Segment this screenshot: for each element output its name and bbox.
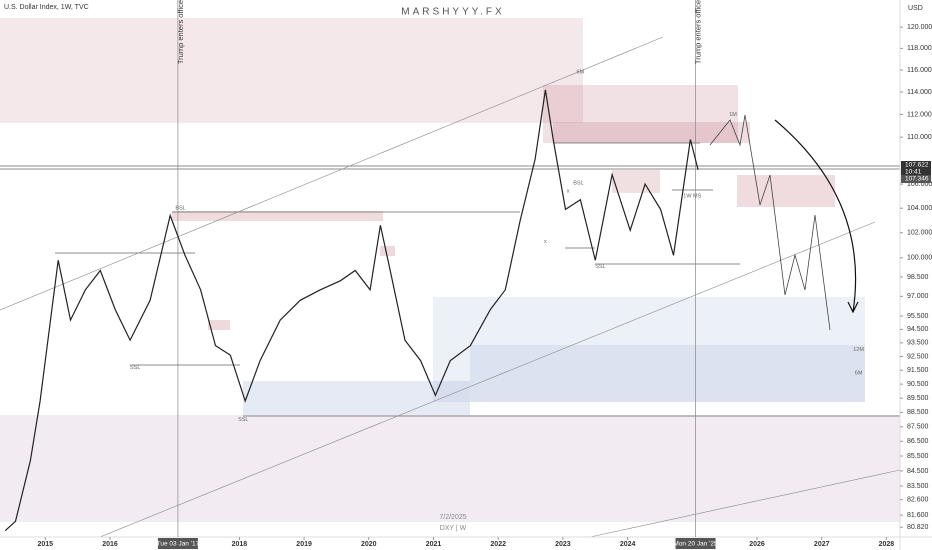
x-tick-label: 2016 (102, 541, 118, 548)
trend-line (99, 221, 876, 538)
annotation: BSL (573, 180, 583, 186)
event-label: Trump enters office (694, 0, 703, 64)
annotation: 1W MS (683, 194, 701, 200)
projection-arrow (774, 119, 859, 314)
annotation: BSL (175, 206, 185, 212)
y-tick-label: 81.600 (907, 512, 929, 519)
x-tick-label: 2020 (361, 541, 377, 548)
y-tick-label: 114.000 (907, 89, 932, 96)
annotation: 1M (729, 112, 737, 118)
y-tick-label: 84.500 (907, 468, 929, 475)
date-label: Tue 03 Jan '17 (157, 541, 200, 548)
x-tick-label: 2024 (620, 541, 636, 548)
annotation: SSL (238, 417, 248, 423)
date-label: Mon 20 Jan '25 (673, 541, 718, 548)
zone (737, 175, 835, 207)
y-tick-label: 89.500 (907, 395, 929, 402)
zone (433, 297, 865, 402)
y-tick-label: 104.000 (907, 205, 932, 212)
x-tick-label: 2018 (232, 541, 248, 548)
y-tick-label: 80.820 (907, 524, 929, 531)
y-tick-label: 110.000 (907, 134, 932, 141)
x-tick-label: 2028 (879, 541, 895, 548)
currency: USD (908, 5, 923, 12)
price-tag: 10:41 (905, 169, 922, 176)
zone (0, 415, 900, 522)
zone (470, 345, 865, 402)
annotation: SSL (130, 365, 140, 371)
annotation: x (567, 189, 570, 195)
x-tick-label: 2026 (749, 541, 765, 548)
price-line (4, 89, 699, 532)
event-label: Trump enters office (176, 0, 185, 64)
projection (709, 114, 831, 331)
x-tick-label: 2019 (296, 541, 312, 548)
y-tick-label: 83.500 (907, 483, 929, 490)
price-tag-bg (901, 175, 931, 183)
y-tick-label: 118.000 (907, 45, 932, 52)
trend-line (589, 469, 901, 538)
y-tick-label: 92.500 (907, 353, 929, 360)
x-tick-label: 2022 (490, 541, 506, 548)
y-tick-label: 102.000 (907, 230, 932, 237)
y-tick-label: 97.000 (907, 293, 929, 300)
y-tick-label: 90.500 (907, 381, 929, 388)
annotation: SSL (595, 264, 605, 270)
y-tick-label: 116.000 (907, 67, 932, 74)
y-tick-label: 98.500 (907, 274, 929, 281)
y-tick-label: 120.000 (907, 24, 932, 31)
annotation: x (544, 239, 547, 245)
price-tag: 107.346 (905, 176, 929, 183)
zones (0, 18, 901, 538)
y-tick-label: 85.500 (907, 453, 929, 460)
y-tick-label: 95.500 (907, 313, 929, 320)
price-tag-bg (901, 168, 931, 176)
watermark: MARSHYYY.FX (401, 7, 504, 18)
annotation: 6M (855, 370, 863, 376)
footer-symbol: DXY | W (440, 525, 467, 532)
y-tick-label: 94.500 (907, 326, 929, 333)
zone (612, 170, 660, 193)
y-tick-label: 106.000 (907, 181, 932, 188)
y-tick-label: 100.000 (907, 255, 932, 262)
x-tick-label: 2023 (555, 541, 571, 548)
trend-line (0, 36, 664, 311)
zone (543, 85, 738, 143)
y-tick-label: 88.500 (907, 409, 929, 416)
date-label-bg (157, 538, 198, 549)
x-tick-label: 2027 (814, 541, 830, 548)
footer-date: 7/2/2025 (439, 514, 466, 521)
x-tick-label: 2015 (38, 541, 54, 548)
y-tick-label: 93.500 (907, 340, 929, 347)
annotation: 6M (577, 70, 585, 76)
y-tick-label: 86.500 (907, 438, 929, 445)
x-tick-label: 2021 (426, 541, 442, 548)
annotation: 12M (853, 347, 864, 353)
y-tick-label: 82.600 (907, 497, 929, 504)
price-tag-bg (901, 161, 931, 169)
zone (380, 246, 395, 256)
zone (553, 122, 750, 143)
y-tick-label: 91.500 (907, 367, 929, 374)
date-label-bg (675, 538, 716, 549)
y-tick-label: 112.000 (907, 111, 932, 118)
zone (0, 18, 583, 123)
zone (172, 211, 383, 221)
y-tick-label: 87.500 (907, 424, 929, 431)
zone (208, 320, 230, 330)
chart-title: U.S. Dollar Index, 1W, TVC (4, 4, 89, 11)
zone (243, 381, 470, 415)
price-tag: 107.622 (905, 162, 929, 169)
